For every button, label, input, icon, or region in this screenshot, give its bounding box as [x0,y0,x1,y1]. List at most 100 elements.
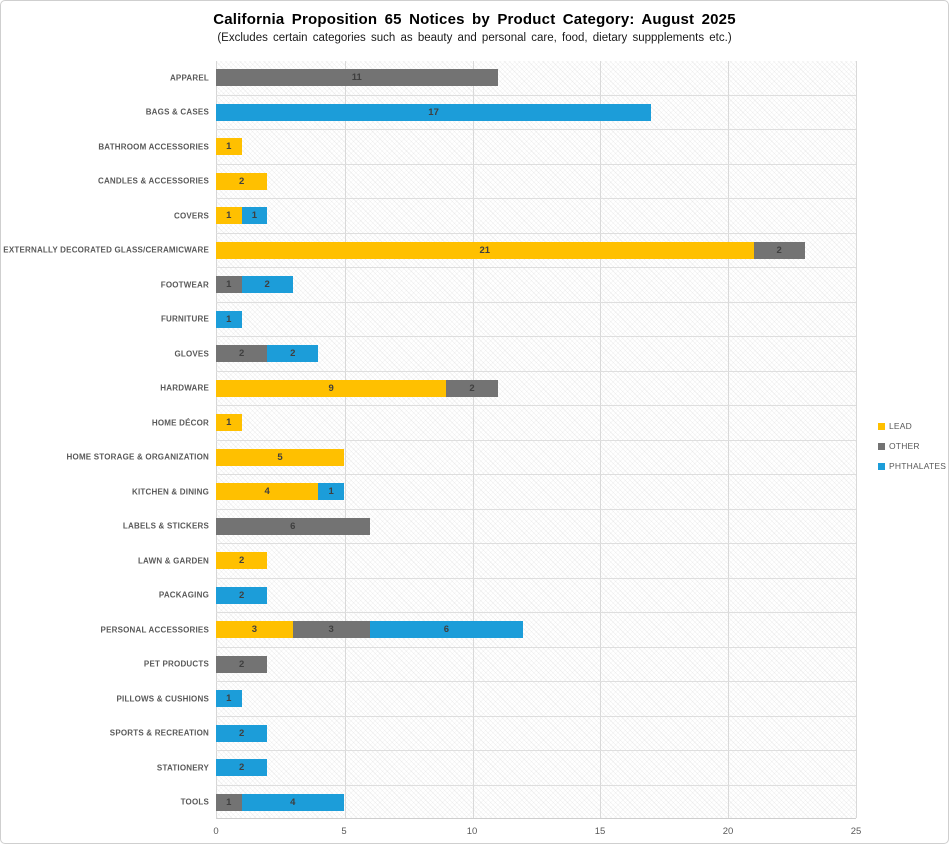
x-tick-label: 15 [594,826,606,837]
bar-segment-lead: 9 [216,379,447,397]
legend-swatch-icon [878,462,885,470]
chart-title: California Proposition 65 Notices by Pro… [213,11,736,28]
x-tick-label: 25 [850,826,862,837]
gridline-5 [344,61,346,818]
bar-segment-other: 2 [216,345,268,363]
category-label: HOME DÉCOR [151,418,209,428]
chart-row: PACKAGING 2 [159,579,856,613]
gridline-25 [856,61,857,818]
x-tick-label: 20 [722,826,734,837]
category-label: HOME STORAGE & ORGANIZATION [66,452,209,462]
bar-segment-phthalates: 1 [216,690,242,708]
chart-row: COVERS 1 1 [174,199,856,234]
category-label: FURNITURE [160,314,209,324]
chart-row: FOOTWEAR 1 2 [161,268,856,303]
bar-segment-other: 2 [446,379,498,397]
category-label: APPAREL [169,73,209,83]
chart-row: BAGS & CASES 17 [146,96,856,130]
bar-segment-lead: 4 [216,483,319,501]
bar-segment-other: 1 [216,793,242,811]
stacked-bar: 2 [216,172,856,190]
legend-label: PHTHALATES [889,461,947,471]
bar-segment-phthalates: 2 [216,724,268,742]
bar-segment-lead: 3 [216,621,293,639]
category-label: BATHROOM ACCESSORIES [98,142,209,152]
bar-segment-lead: 2 [216,552,268,570]
legend-swatch-icon [878,422,885,430]
chart-row: CANDLES & ACCESSORIES 2 [98,165,856,199]
gridline-20 [728,61,730,818]
bar-segment-phthalates: 2 [216,759,268,777]
bar-segment-phthalates: 6 [369,621,524,639]
x-tick-label: 10 [466,826,478,837]
bar-segment-phthalates: 4 [241,793,344,811]
chart-row: FURNITURE 1 [161,303,856,337]
legend-label: OTHER [889,441,920,451]
category-label: STATIONERY [156,763,209,773]
plot-area: APPAREL 11 BAGS & CASES 17 BATHROOM ACCESSOR… [3,61,861,837]
bar-segment-lead: 1 [216,207,242,225]
chart-row: PET PRODUCTS 2 [144,648,856,682]
chart-row: PILLOWS & CUSHIONS 1 [117,682,856,717]
chart-row: KITCHEN & DINING 4 1 [132,475,856,510]
stacked-bar: 2 [216,552,856,570]
stacked-bar: 1 [216,310,856,328]
category-label: KITCHEN & DINING [132,487,209,497]
bar-segment-other: 2 [753,241,805,259]
category-label: PERSONAL ACCESSORIES [100,625,209,635]
chart-row: APPAREL 11 [170,61,856,96]
chart-row: HOME STORAGE & ORGANIZATION 5 [67,441,856,475]
stacked-bar: 1 [216,690,856,708]
chart-row: LABELS & STICKERS 6 [123,510,856,544]
bar-segment-phthalates: 1 [241,207,268,225]
category-label: PILLOWS & CUSHIONS [116,694,209,704]
stacked-bar: 2 [216,655,856,673]
category-label: EXTERNALLY DECORATED GLASS/CERAMICWARE [3,245,209,255]
chart-row: HARDWARE 9 2 [160,372,856,406]
category-label: TOOLS [180,797,209,807]
gridline-15 [600,61,602,818]
chart-row: EXTERNALLY DECORATED GLASS/CERAMICWARE 21… [3,234,856,268]
category-label: BAGS & CASES [145,107,209,117]
category-label: PET PRODUCTS [143,659,209,669]
stacked-bar: 5 [216,448,856,466]
bar-segment-other: 6 [216,517,370,535]
stacked-bar: 2 [216,586,856,604]
chart-subtitle: (Excludes certain categories such as bea… [217,32,732,44]
category-label: HARDWARE [160,383,209,393]
stacked-bar: 6 [216,517,856,535]
chart-row: BATHROOM ACCESSORIES 1 [98,130,856,165]
bar-segment-phthalates: 17 [216,103,652,121]
plot-background [216,61,857,819]
gridline-10 [472,61,474,818]
stacked-bar: 17 [216,103,856,121]
stacked-bar: 2 [216,724,856,742]
category-label: SPORTS & RECREATION [109,728,209,738]
chart-row: GLOVES 2 2 [174,337,856,372]
bar-segment-other: 2 [216,655,268,673]
bar-segment-phthalates: 1 [318,483,344,501]
bar-segment-lead: 21 [216,241,754,259]
legend-swatch-icon [878,442,885,450]
bar-segment-other: 3 [292,621,370,639]
legend-item-phthalates: PHTHALATES [878,461,946,471]
stacked-bar: 2 [216,759,856,777]
bar-segment-phthalates: 1 [216,310,242,328]
legend-label: LEAD [889,421,913,431]
bar-segment-other: 1 [216,276,242,294]
stacked-bar: 11 [216,69,856,87]
category-label: CANDLES & ACCESSORIES [97,176,209,186]
chart-row: HOME DÉCOR 1 [152,406,856,441]
bar-segment-lead: 2 [216,172,268,190]
bar-segment-phthalates: 2 [241,276,293,294]
stacked-bar: 1 [216,138,856,156]
category-label: LAWN & GARDEN [137,556,209,566]
legend-item-other: OTHER [878,441,946,451]
category-label: GLOVES [174,349,209,359]
chart-row: LAWN & GARDEN 2 [138,544,856,579]
